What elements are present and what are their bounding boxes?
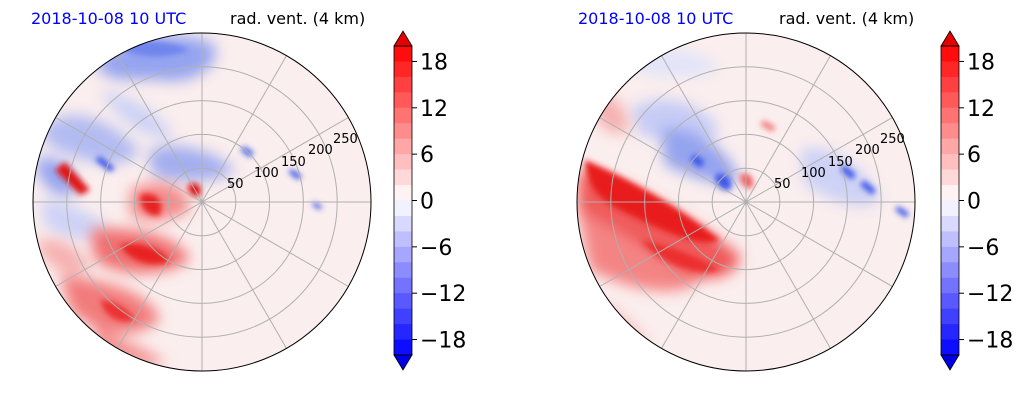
colorbar-tick-label: 12 [420,97,448,122]
radial-tick-labels: 50 100 150 200 250 [227,132,358,192]
radial-tick-label: 250 [880,132,905,147]
polar-grid [33,33,371,371]
colorbar-band [394,138,412,155]
colorbar-band [394,308,412,325]
colorbar-band [394,293,412,310]
plot-title-left: 2018-10-08 10 UTC [578,9,733,28]
radial-tick-label: 250 [333,132,358,147]
colorbar-band [941,92,959,109]
colorbar-band [394,200,412,217]
colorbar-band [941,76,959,93]
polar-frame [576,32,916,372]
colorbar-band [941,185,959,201]
radial-tick-label: 100 [801,166,826,181]
colorbar-tick-label: 18 [967,50,995,75]
colorbar-band [394,123,412,140]
plot-title-right: rad. vent. (4 km) [230,9,365,28]
panel-left: 2018-10-08 10 UTC rad. vent. (4 km) [31,9,466,372]
colorbar-band [941,61,959,78]
colorbar-band [394,277,412,294]
radial-tick-label: 50 [227,177,244,192]
colorbar-band [941,123,959,140]
colorbar-band [394,246,412,263]
colorbar-band [941,169,959,186]
colorbar-band [394,185,412,201]
colorbar-right: 18 12 6 0 −6 −12 −18 [940,30,1013,371]
colorbar-tick-label: 6 [967,143,981,168]
colorbar-band [394,215,412,232]
plot-title-right: rad. vent. (4 km) [779,9,914,28]
radial-tick-label: 200 [308,143,333,158]
colorbar-band [394,339,412,356]
colorbar-band [394,324,412,340]
colorbar-band [941,46,959,62]
colorbar-tick-label: −18 [420,329,466,354]
colorbar-tick-label: 0 [420,190,434,215]
radial-tick-label: 50 [774,177,791,192]
colorbar-extend-top [393,30,413,47]
colorbar-band [941,200,959,217]
colorbar-band [941,154,959,170]
colorbar-extend-bottom [393,354,413,371]
radial-tick-label: 150 [281,155,306,170]
colorbar-band [941,262,959,279]
colorbar-tick-label: 12 [967,97,995,122]
panel-right: 2018-10-08 10 UTC rad. vent. (4 km) [576,9,1013,372]
colorbar-tick-label: −12 [967,282,1013,307]
colorbar-tick-label: 6 [420,143,434,168]
colorbar-band [941,293,959,310]
radial-tick-label: 200 [855,143,880,158]
colorbar-band [394,107,412,124]
colorbar-left: 18 12 6 0 −6 −12 −18 [393,30,466,371]
colorbar-band [394,262,412,279]
colorbar-tick-label: −18 [967,329,1013,354]
colorbar-band [394,169,412,186]
colorbar-extend-bottom [940,354,960,371]
colorbar-band [941,324,959,340]
colorbar-tick-label: −6 [420,236,452,261]
colorbar-band [394,154,412,170]
colorbar-tick-label: −12 [420,282,466,307]
colorbar-band [941,231,959,248]
colorbar-band [941,246,959,263]
radial-tick-label: 150 [828,155,853,170]
colorbar-band [941,138,959,155]
colorbar-band [941,215,959,232]
colorbar-band [394,76,412,93]
colorbar-extend-top [940,30,960,47]
colorbar-band [394,46,412,62]
colorbar-band [941,277,959,294]
polar-frame [32,32,372,372]
colorbar-band [394,61,412,78]
colorbar-tick-label: 18 [420,50,448,75]
colorbar-tick-label: −6 [967,236,999,261]
colorbar-band [941,308,959,325]
colorbar-band [941,339,959,356]
radial-tick-label: 100 [254,166,279,181]
colorbar-band [941,107,959,124]
colorbar-band [394,92,412,109]
polar-grid [577,33,915,371]
radial-tick-labels: 50 100 150 200 250 [774,132,905,192]
colorbar-tick-label: 0 [967,190,981,215]
plot-title-left: 2018-10-08 10 UTC [31,9,186,28]
colorbar-band [394,231,412,248]
